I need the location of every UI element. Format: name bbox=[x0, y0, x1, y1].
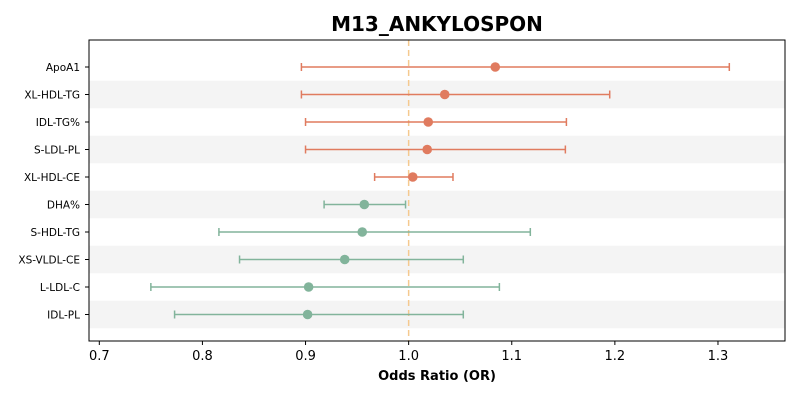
data-row bbox=[300, 62, 731, 72]
data-row bbox=[323, 199, 407, 210]
x-tick-label: 0.7 bbox=[89, 349, 110, 364]
or-point bbox=[439, 89, 450, 100]
row-bands bbox=[89, 80, 785, 329]
data-row bbox=[304, 144, 567, 155]
y-tick-label: IDL-PL bbox=[47, 310, 80, 322]
data-row bbox=[238, 254, 465, 265]
x-axis-label: Odds Ratio (OR) bbox=[378, 369, 496, 384]
row-band bbox=[89, 190, 785, 219]
y-axis-labels: ApoA1 XL-HDL-TG IDL-TG% S-LDL-PL XL-HDL-CE DH… bbox=[18, 62, 89, 322]
data-row bbox=[150, 282, 501, 292]
data-row bbox=[373, 172, 454, 182]
x-tick-label: 1.2 bbox=[605, 349, 626, 364]
or-point bbox=[490, 62, 501, 72]
or-point bbox=[422, 144, 433, 155]
data-row bbox=[300, 89, 611, 100]
y-tick-label: XL-HDL-TG bbox=[24, 90, 80, 102]
data-row bbox=[218, 227, 532, 237]
y-tick-label: S-HDL-TG bbox=[31, 227, 80, 239]
plot-frame bbox=[88, 39, 786, 342]
y-tick-label: DHA% bbox=[47, 200, 80, 212]
or-point bbox=[423, 117, 434, 127]
y-tick-label: XL-HDL-CE bbox=[24, 172, 80, 184]
chart-title: M13_ANKYLOSPON bbox=[331, 12, 543, 36]
y-tick-label: L-LDL-C bbox=[40, 282, 80, 294]
or-point bbox=[357, 227, 368, 237]
or-point bbox=[407, 172, 418, 182]
x-tick-label: 1.1 bbox=[501, 349, 522, 364]
or-point bbox=[359, 199, 370, 210]
or-point bbox=[339, 254, 350, 265]
y-tick-label: S-LDL-PL bbox=[34, 145, 80, 157]
y-tick-label: IDL-TG% bbox=[36, 117, 80, 129]
or-point bbox=[302, 309, 313, 320]
x-tick-label: 0.8 bbox=[192, 349, 213, 364]
x-tick-label: 1.3 bbox=[708, 349, 729, 364]
data-row bbox=[173, 309, 465, 320]
y-tick-label: ApoA1 bbox=[46, 62, 80, 74]
x-axis-ticks: 0.7 0.8 0.9 1.0 1.1 1.2 1.3 bbox=[89, 341, 728, 364]
or-point bbox=[303, 282, 314, 292]
data-row bbox=[304, 117, 568, 127]
data-rows bbox=[150, 62, 731, 320]
x-tick-label: 1.0 bbox=[398, 349, 419, 364]
y-tick-label: XS-VLDL-CE bbox=[18, 255, 80, 267]
x-tick-label: 0.9 bbox=[295, 349, 316, 364]
